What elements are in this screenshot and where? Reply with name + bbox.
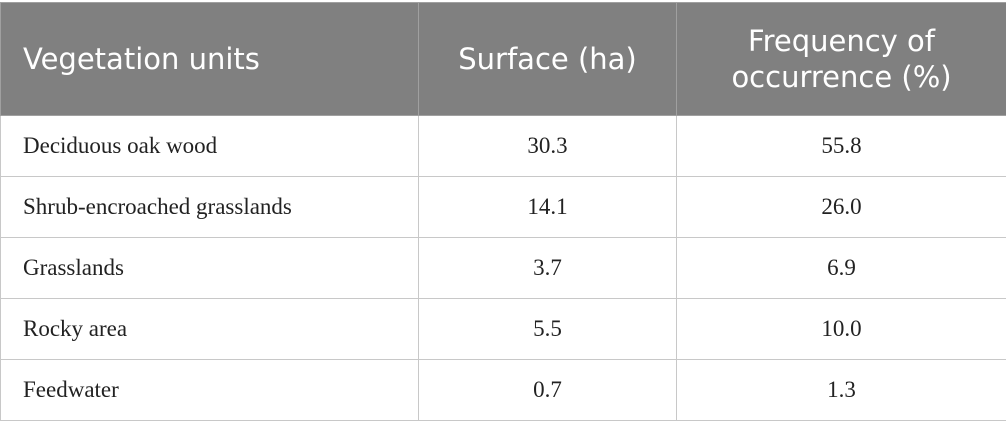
table-cell: 14.1 bbox=[419, 177, 677, 238]
table-cell: Deciduous oak wood bbox=[1, 116, 419, 177]
table-cell: 5.5 bbox=[419, 299, 677, 360]
table-cell: Feedwater bbox=[1, 360, 419, 421]
header-cell: Frequency of occurrence (%) bbox=[677, 3, 1006, 116]
table-cell: 10.0 bbox=[677, 299, 1006, 360]
table-cell: 1.3 bbox=[677, 360, 1006, 421]
table-cell: 6.9 bbox=[677, 238, 1006, 299]
table-cell: Rocky area bbox=[1, 299, 419, 360]
header-cell: Vegetation units bbox=[1, 3, 419, 116]
table-cell: Shrub-encroached grasslands bbox=[1, 177, 419, 238]
table-cell: 0.7 bbox=[419, 360, 677, 421]
header-cell: Surface (ha) bbox=[419, 3, 677, 116]
table-cell: Grasslands bbox=[1, 238, 419, 299]
table-cell: 3.7 bbox=[419, 238, 677, 299]
table-cell: 30.3 bbox=[419, 116, 677, 177]
table-cell: 55.8 bbox=[677, 116, 1006, 177]
table-cell: 26.0 bbox=[677, 177, 1006, 238]
